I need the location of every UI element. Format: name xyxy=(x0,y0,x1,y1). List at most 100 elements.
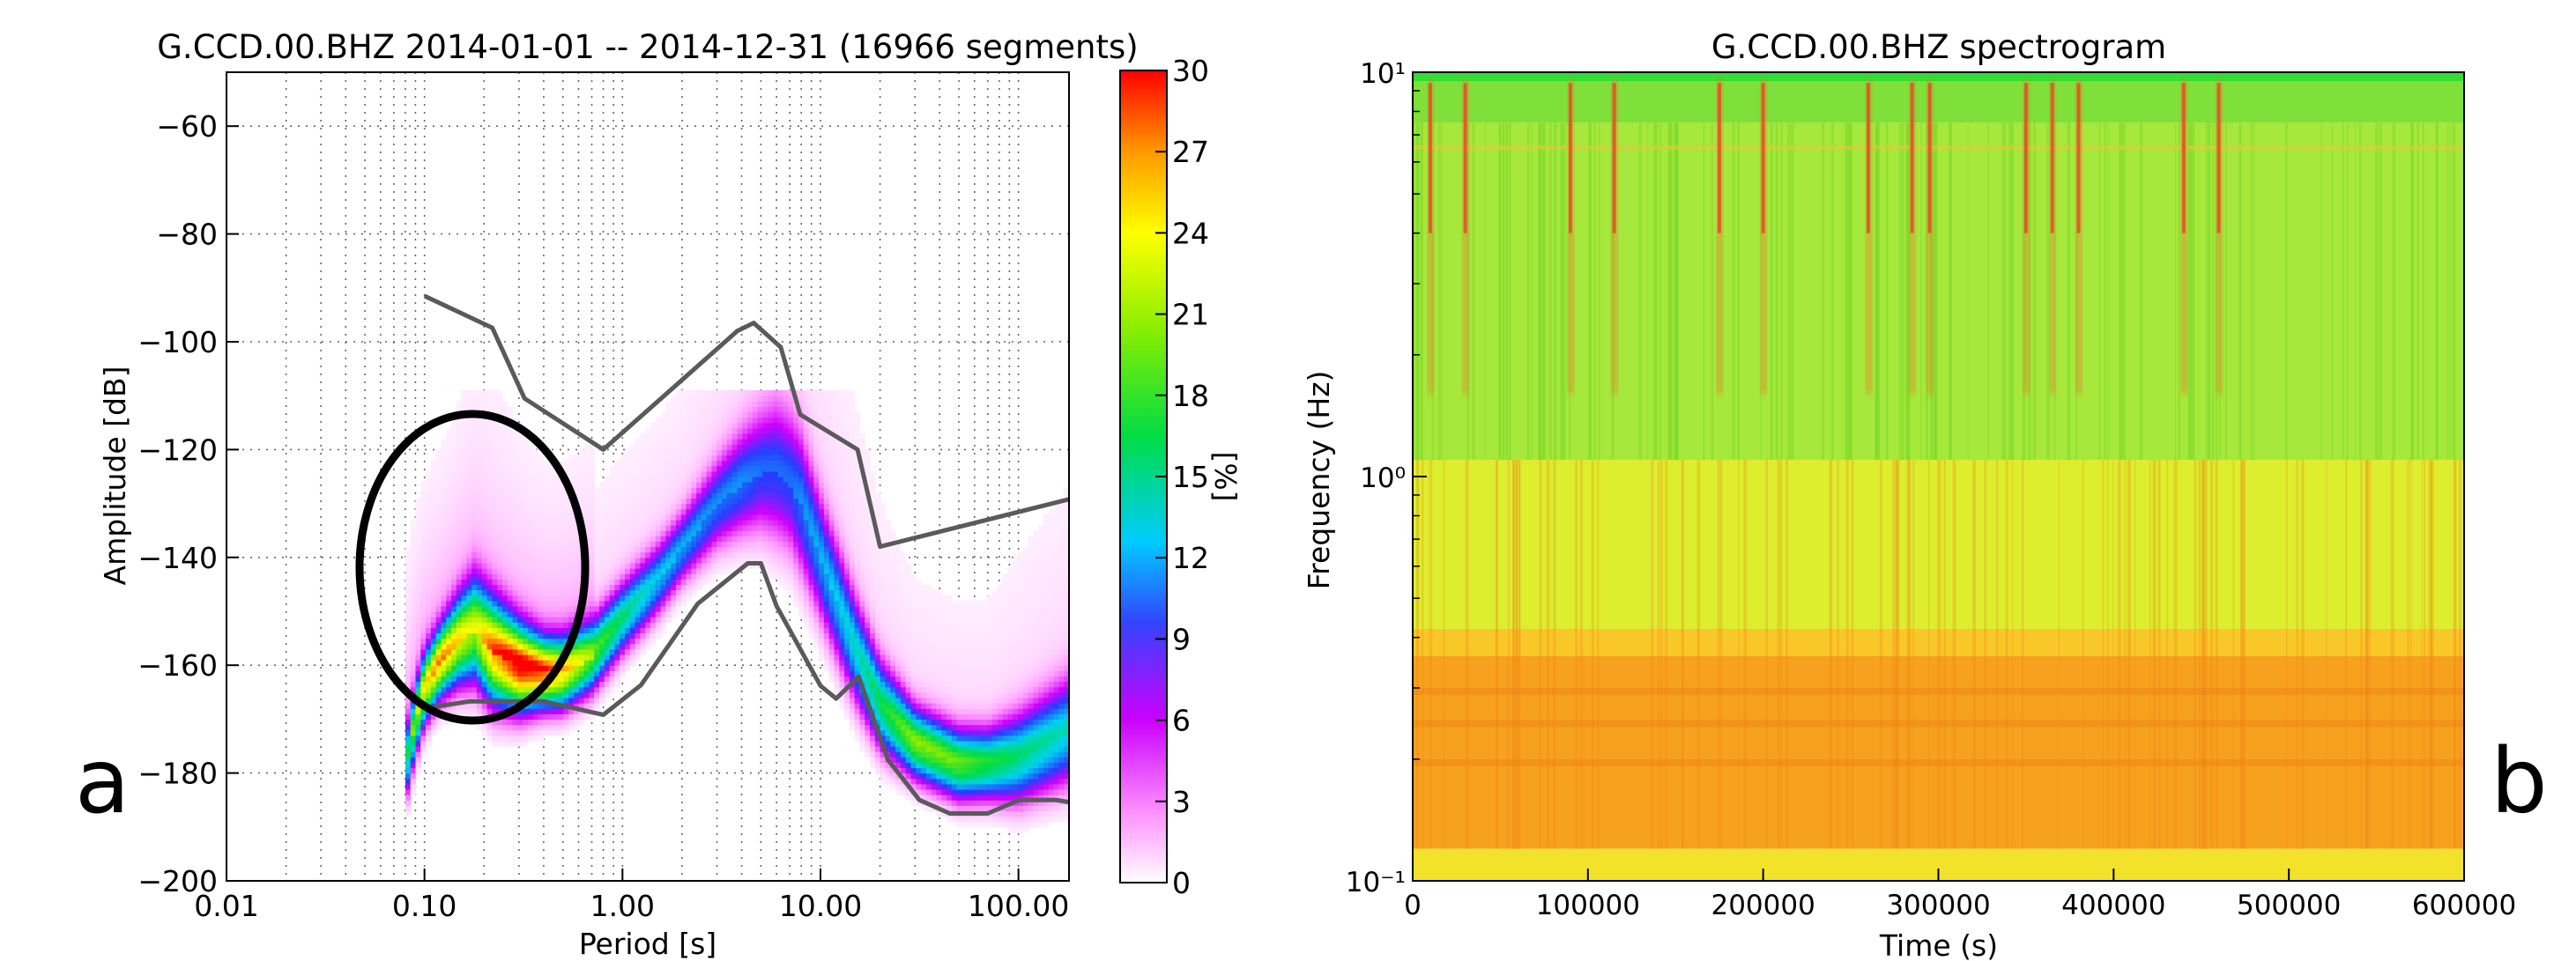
ppsd-density-cell xyxy=(742,444,748,450)
ppsd-density-cell xyxy=(497,600,503,607)
ppsd-density-cell xyxy=(925,735,932,742)
ppsd-density-cell xyxy=(594,622,600,628)
ppsd-density-cell xyxy=(768,449,774,456)
ppsd-density-cell xyxy=(624,514,631,521)
ppsd-density-cell xyxy=(492,546,498,553)
ppsd-density-cell xyxy=(614,541,620,548)
ppsd-density-cell xyxy=(772,427,779,434)
ppsd-density-cell xyxy=(563,691,569,699)
ppsd-density-cell xyxy=(880,638,887,645)
ppsd-density-cell xyxy=(563,670,569,677)
ppsd-density-cell xyxy=(624,622,631,628)
ppsd-density-cell xyxy=(716,406,723,413)
ppsd-density-cell xyxy=(859,691,865,699)
ppsd-density-cell xyxy=(481,439,488,445)
ppsd-density-cell xyxy=(446,551,452,558)
ppsd-density-cell xyxy=(936,767,942,774)
ppsd-density-cell xyxy=(589,465,595,472)
ppsd-density-cell xyxy=(665,536,672,543)
ppsd-density-cell xyxy=(686,595,693,602)
ppsd-density-cell xyxy=(849,514,856,521)
ppsd-density-cell xyxy=(430,648,437,655)
ppsd-density-cell xyxy=(819,557,825,564)
ppsd-density-cell xyxy=(456,444,463,450)
ppsd-density-cell xyxy=(578,638,585,645)
ppsd-density-cell xyxy=(762,477,768,483)
ppsd-density-cell xyxy=(788,444,794,450)
ppsd-density-cell xyxy=(589,498,595,505)
ppsd-density-cell xyxy=(476,568,483,574)
ppsd-density-cell xyxy=(512,568,519,574)
ppsd-density-cell xyxy=(523,713,529,720)
ppsd-density-cell xyxy=(501,600,509,607)
ppsd-density-cell xyxy=(629,611,636,617)
ppsd-density-cell xyxy=(885,519,891,526)
ppsd-density-cell xyxy=(512,541,519,548)
ppsd-density-cell xyxy=(497,643,503,650)
ppsd-density-cell xyxy=(507,536,514,543)
ppsd-density-cell xyxy=(839,611,845,617)
ppsd-density-cell xyxy=(523,670,529,677)
ppsd-density-cell xyxy=(885,530,891,536)
ppsd-density-cell xyxy=(701,427,708,434)
ppsd-density-cell xyxy=(859,595,865,602)
ppsd-density-cell xyxy=(568,562,575,569)
ppsd-density-cell xyxy=(456,541,463,548)
ppsd-density-cell xyxy=(925,729,932,736)
ppsd-density-cell xyxy=(645,519,651,526)
ppsd-density-cell xyxy=(645,455,651,462)
ppsd-density-cell xyxy=(517,455,523,462)
ppsd-density-cell xyxy=(435,525,442,531)
ppsd-density-cell xyxy=(742,449,748,456)
ppsd-density-cell xyxy=(722,503,728,510)
ppsd-density-cell xyxy=(507,546,514,553)
ppsd-density-cell xyxy=(905,638,912,645)
ppsd-density-cell xyxy=(446,622,452,628)
ppsd-density-cell xyxy=(481,449,488,456)
ppsd-density-cell xyxy=(451,492,457,499)
ppsd-density-cell xyxy=(430,492,437,499)
ppsd-density-cell xyxy=(680,498,687,505)
ppsd-density-cell xyxy=(538,482,545,488)
ppsd-density-cell xyxy=(874,546,881,553)
ppsd-density-cell xyxy=(574,643,580,650)
ppsd-density-cell xyxy=(543,703,549,709)
ppsd-density-cell xyxy=(768,514,774,521)
ppsd-density-cell xyxy=(532,546,539,553)
ppsd-density-cell xyxy=(660,611,667,617)
ppsd-density-cell xyxy=(849,691,856,699)
ppsd-density-cell xyxy=(747,417,753,424)
ppsd-density-cell xyxy=(885,551,891,558)
ppsd-density-cell xyxy=(538,611,545,617)
ppsd-density-cell xyxy=(461,406,468,413)
ppsd-density-cell xyxy=(527,735,534,742)
ppsd-density-cell xyxy=(568,724,575,731)
ppsd-density-cell xyxy=(512,551,519,558)
ppsd-density-cell xyxy=(854,648,861,655)
ppsd-density-cell xyxy=(543,584,549,591)
ppsd-density-cell xyxy=(624,562,631,569)
ppsd-density-cell xyxy=(905,665,912,671)
ppsd-density-cell xyxy=(905,740,912,747)
ppsd-density-cell xyxy=(865,735,871,742)
ppsd-density-cell xyxy=(870,595,876,602)
ppsd-density-cell xyxy=(501,557,509,564)
ppsd-density-cell xyxy=(599,487,605,493)
ppsd-density-cell xyxy=(563,708,569,714)
ppsd-density-cell xyxy=(517,654,523,661)
ppsd-density-cell xyxy=(854,433,861,440)
ppsd-density-cell xyxy=(456,589,463,596)
ppsd-density-cell xyxy=(558,546,565,553)
ppsd-density-cell xyxy=(828,573,835,580)
ppsd-density-cell xyxy=(783,536,790,543)
ppsd-density-cell xyxy=(762,525,768,531)
ppsd-density-cell xyxy=(880,611,887,617)
ppsd-density-cell xyxy=(870,686,876,693)
ppsd-density-cell xyxy=(834,546,841,553)
ppsd-density-cell xyxy=(675,551,682,558)
ppsd-density-cell xyxy=(916,584,922,591)
ppsd-density-cell xyxy=(768,530,774,536)
ppsd-density-cell xyxy=(828,551,835,558)
ppsd-density-cell xyxy=(870,697,876,704)
ppsd-density-cell xyxy=(461,691,468,699)
